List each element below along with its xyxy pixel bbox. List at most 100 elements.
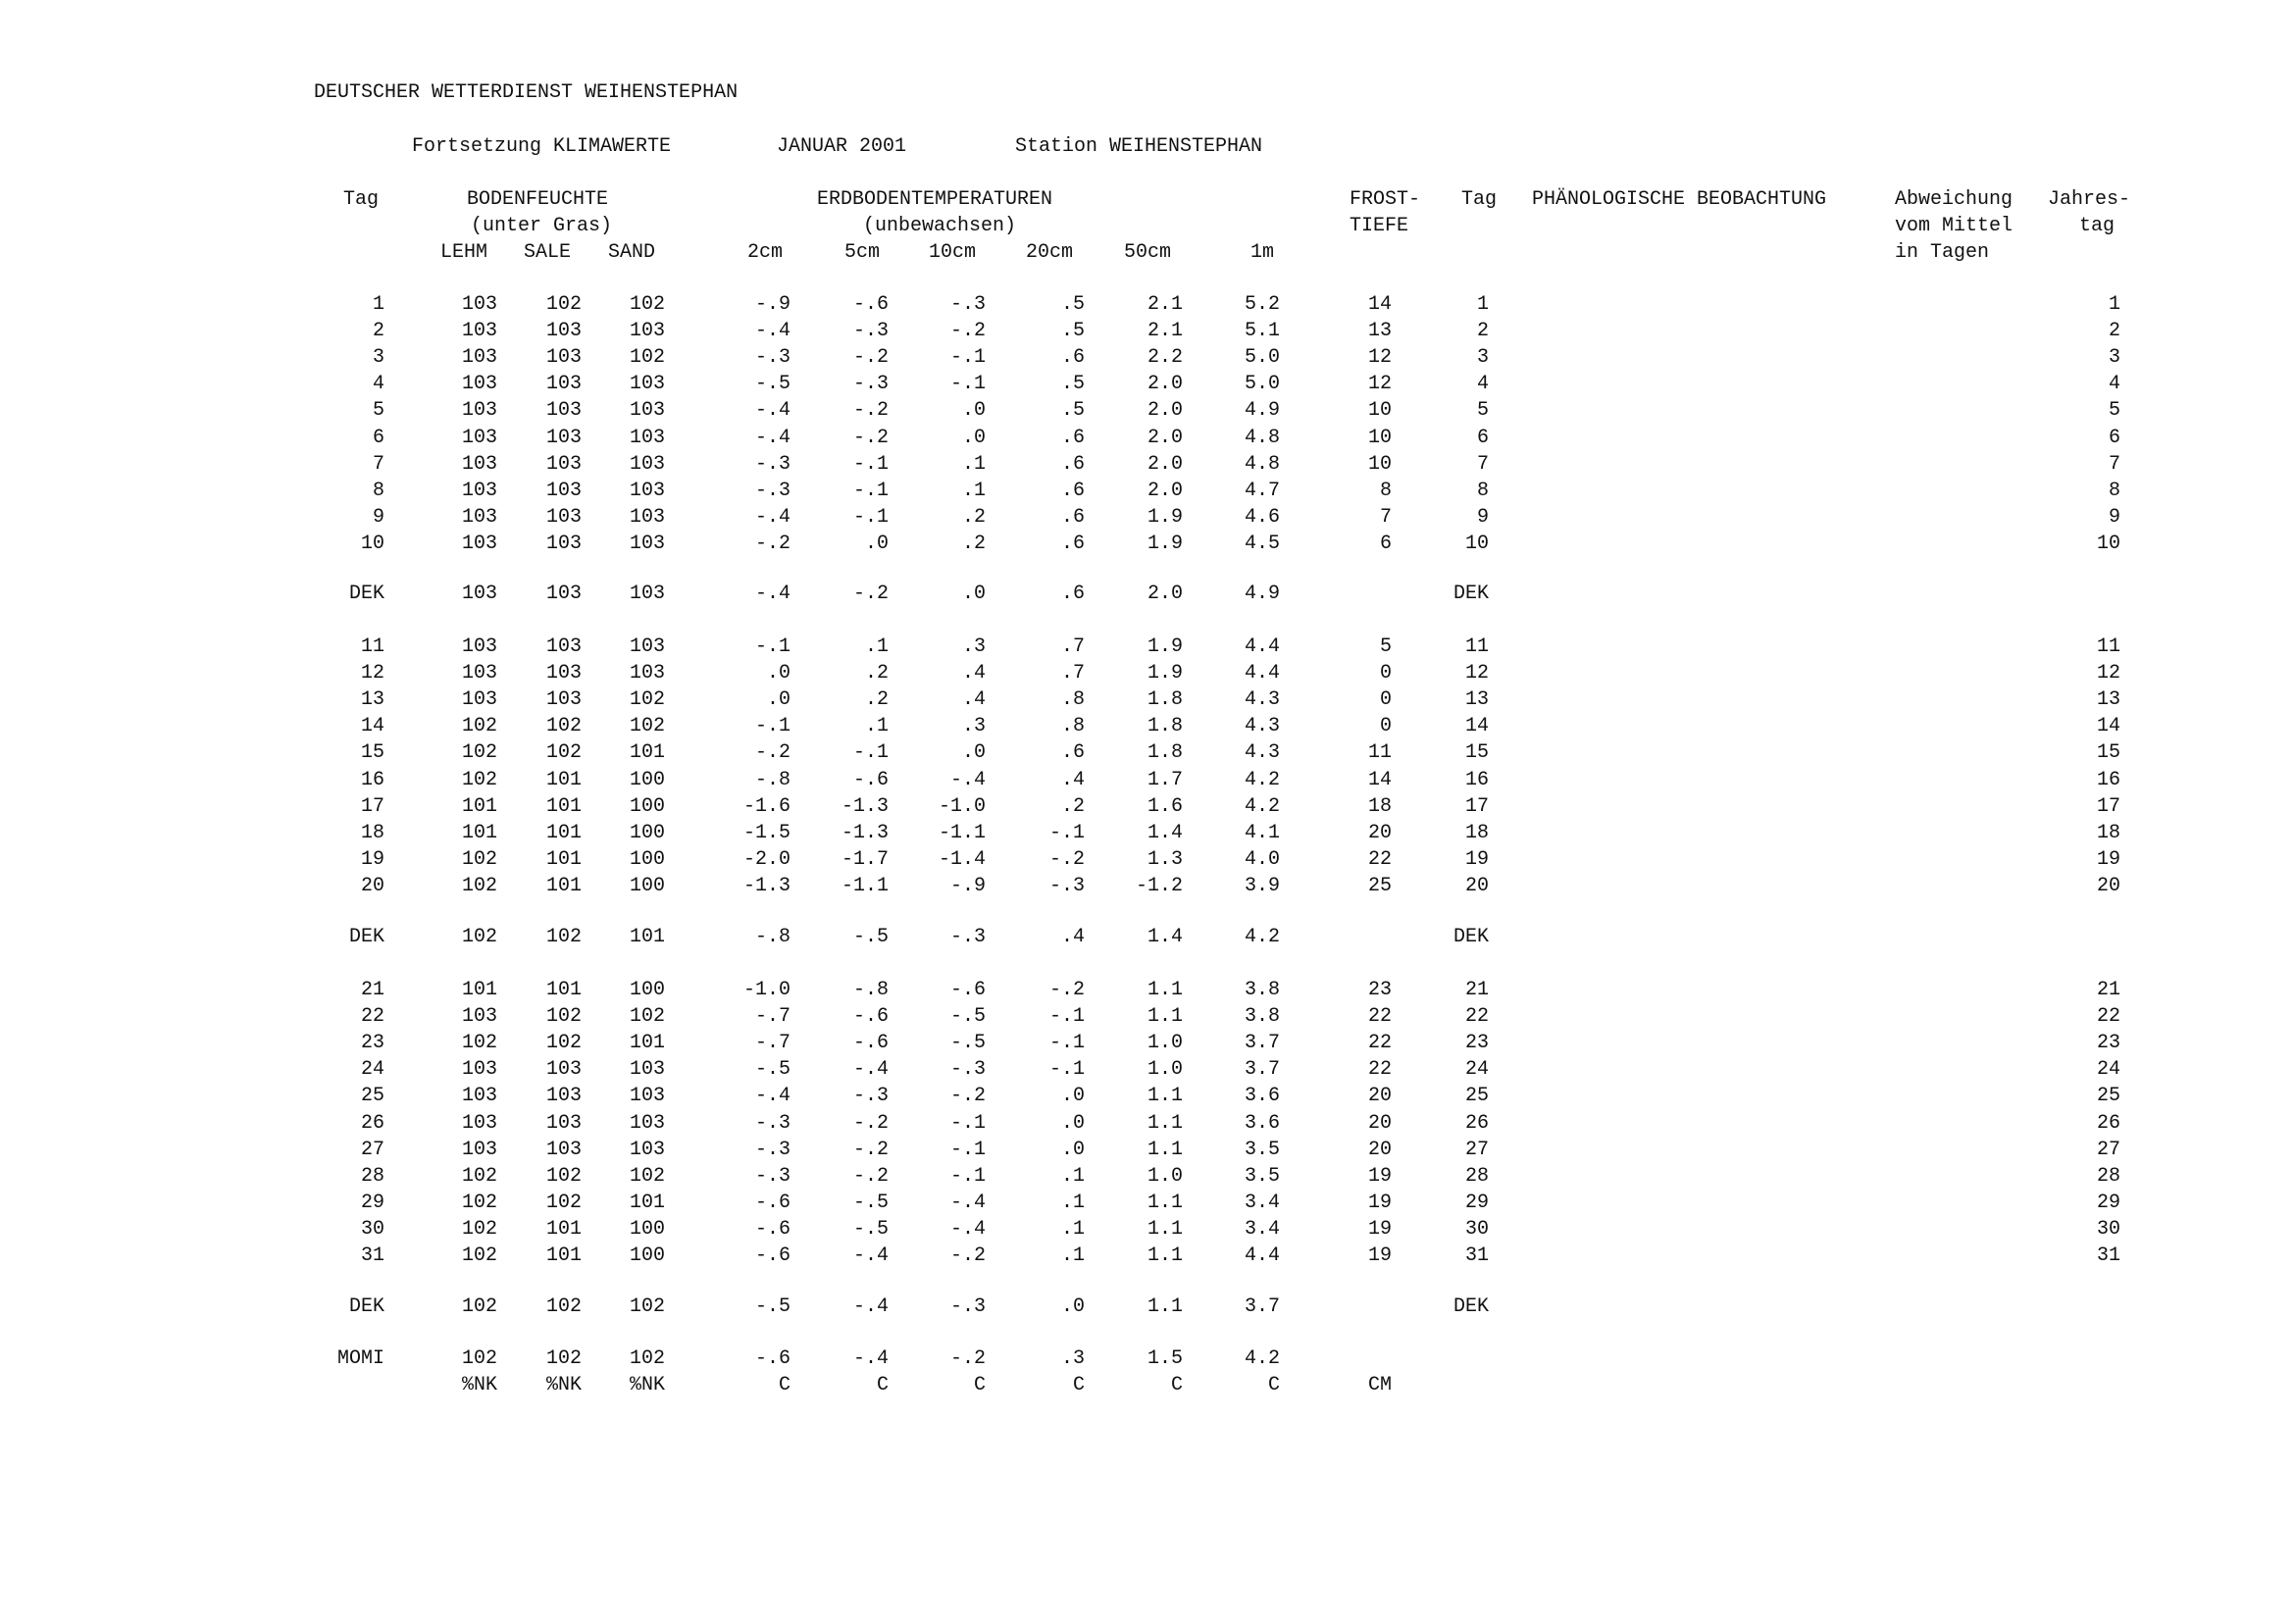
table-row-sand: 102 <box>629 1165 665 1188</box>
table-row-t1m: 4.9 <box>1244 399 1280 422</box>
table-row-t50cm: -1.2 <box>1135 875 1183 897</box>
table-row-tag2: 23 <box>1464 1032 1489 1054</box>
table-row-tag2: 20 <box>1464 875 1489 897</box>
table-row-t5cm: .1 <box>864 635 889 658</box>
table-row-t1m: 3.6 <box>1244 1112 1280 1135</box>
table-row-t1m: 3.9 <box>1244 875 1280 897</box>
table-row-sand: 100 <box>629 979 665 1001</box>
table-row-lehm: 103 <box>461 1112 497 1135</box>
table-row-sand: 103 <box>629 320 665 342</box>
table-row-lehm: 102 <box>461 1032 497 1054</box>
table-row-lehm: 103 <box>461 1058 497 1081</box>
table-row-frosttiefe: 20 <box>1367 1112 1392 1135</box>
table-row-t20cm: .5 <box>1060 373 1085 395</box>
table-row-t2cm: -.3 <box>754 346 790 369</box>
table-row-frosttiefe: 22 <box>1367 1058 1392 1081</box>
table-row-t2cm: -.1 <box>754 635 790 658</box>
station: Station WEIHENSTEPHAN <box>1015 135 1263 158</box>
table-row-t1m: 3.5 <box>1244 1165 1280 1188</box>
dek-row-t10cm: -.3 <box>949 1295 986 1318</box>
table-row-jahrestag: 6 <box>2108 427 2120 449</box>
table-row-t50cm: 1.1 <box>1147 1244 1183 1267</box>
units-row-t50cm: C <box>1170 1374 1183 1396</box>
month: JANUAR 2001 <box>777 135 907 158</box>
table-row-t2cm: -.8 <box>754 769 790 791</box>
table-row-t10cm: -.4 <box>949 1192 986 1214</box>
table-row-lehm: 101 <box>461 795 497 818</box>
table-row-sale: 101 <box>545 795 582 818</box>
table-row-frosttiefe: 19 <box>1367 1192 1392 1214</box>
table-row-tag: 12 <box>360 662 384 685</box>
col-abweichung-3: in Tagen <box>1895 241 1990 264</box>
table-row-lehm: 103 <box>461 506 497 529</box>
table-row-sale: 103 <box>545 373 582 395</box>
table-row-tag2: 26 <box>1464 1112 1489 1135</box>
table-row-jahrestag: 29 <box>2096 1192 2120 1214</box>
table-row-t10cm: .2 <box>961 506 986 529</box>
dek-row-tag: DEK <box>348 583 384 605</box>
table-row-sand: 103 <box>629 533 665 555</box>
table-row-jahrestag: 3 <box>2108 346 2120 369</box>
table-row-tag2: 13 <box>1464 688 1489 711</box>
table-row-tag: 7 <box>372 453 384 476</box>
table-row-sale: 103 <box>545 688 582 711</box>
table-row-tag2: 3 <box>1476 346 1489 369</box>
table-row-sand: 101 <box>629 1192 665 1214</box>
col-erdboden: ERDBODENTEMPERATUREN <box>817 188 1053 211</box>
table-row-tag2: 4 <box>1476 373 1489 395</box>
table-row-t50cm: 2.0 <box>1147 373 1183 395</box>
momi-row-t50cm: 1.5 <box>1147 1347 1183 1370</box>
table-row-t2cm: -.5 <box>754 373 790 395</box>
dek-row-t5cm: -.5 <box>852 926 889 948</box>
table-row-lehm: 103 <box>461 1139 497 1161</box>
table-row-sand: 100 <box>629 848 665 871</box>
momi-row-t20cm: .3 <box>1060 1347 1085 1370</box>
dek-row-t5cm: -.4 <box>852 1295 889 1318</box>
table-row-sand: 102 <box>629 293 665 316</box>
dek-row-t1m: 3.7 <box>1244 1295 1280 1318</box>
table-row-jahrestag: 23 <box>2096 1032 2120 1054</box>
table-row-t20cm: .0 <box>1060 1085 1085 1107</box>
table-row-tag2: 9 <box>1476 506 1489 529</box>
table-row-sale: 102 <box>545 1005 582 1028</box>
table-row-frosttiefe: 10 <box>1367 427 1392 449</box>
dek-row-t20cm: .6 <box>1060 583 1085 605</box>
col-frost-2: TIEFE <box>1350 215 1409 237</box>
dek-row-lehm: 103 <box>461 583 497 605</box>
col-abweichung-2: vom Mittel <box>1895 215 2014 237</box>
table-row-t1m: 5.2 <box>1244 293 1280 316</box>
table-row-sand: 103 <box>629 506 665 529</box>
table-row-t5cm: -.6 <box>852 293 889 316</box>
table-row-t10cm: -1.1 <box>938 822 986 844</box>
table-row-t1m: 5.1 <box>1244 320 1280 342</box>
table-row-t2cm: -.7 <box>754 1032 790 1054</box>
table-row-sale: 103 <box>545 399 582 422</box>
units-row-sale: %NK <box>545 1374 582 1396</box>
table-row-frosttiefe: 20 <box>1367 1085 1392 1107</box>
table-row-sale: 101 <box>545 1218 582 1241</box>
table-row-t10cm: -.1 <box>949 346 986 369</box>
table-row-t5cm: -.1 <box>852 741 889 764</box>
dek-row-t2cm: -.8 <box>754 926 790 948</box>
table-row-frosttiefe: 20 <box>1367 822 1392 844</box>
table-row-jahrestag: 17 <box>2096 795 2120 818</box>
table-row-t2cm: -1.0 <box>742 979 790 1001</box>
table-row-t2cm: -.3 <box>754 480 790 502</box>
table-row-t2cm: -.6 <box>754 1192 790 1214</box>
table-row-t1m: 4.8 <box>1244 453 1280 476</box>
units-row-t5cm: C <box>876 1374 889 1396</box>
table-row-sale: 102 <box>545 1165 582 1188</box>
table-row-t20cm: -.2 <box>1048 848 1085 871</box>
table-row-t2cm: -1.6 <box>742 795 790 818</box>
dek-row-sale: 102 <box>545 926 582 948</box>
table-row-t20cm: .7 <box>1060 635 1085 658</box>
table-row-tag: 5 <box>372 399 384 422</box>
table-row-tag2: 6 <box>1476 427 1489 449</box>
table-row-sand: 100 <box>629 795 665 818</box>
subcol-2cm: 2cm <box>747 241 784 264</box>
dek-row-t2cm: -.4 <box>754 583 790 605</box>
table-row-t10cm: -.2 <box>949 1085 986 1107</box>
col-jahrestag-2: tag <box>2079 215 2116 237</box>
table-row-t10cm: -.1 <box>949 1165 986 1188</box>
table-row-jahrestag: 19 <box>2096 848 2120 871</box>
